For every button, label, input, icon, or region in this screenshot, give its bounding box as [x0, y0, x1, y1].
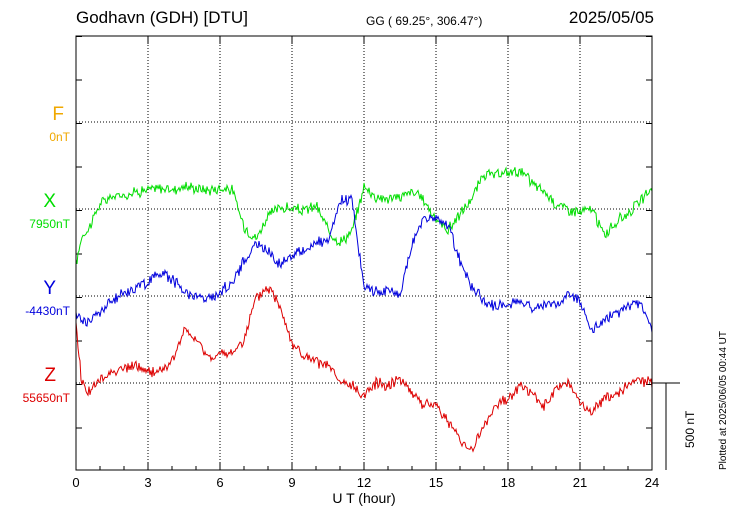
station-title: Godhavn (GDH) [DTU] [76, 8, 248, 27]
traces [75, 166, 653, 453]
x-tick-label: 6 [216, 475, 223, 490]
component-y-letter: Y [43, 278, 56, 299]
scale-bar-label: 500 nT [683, 410, 697, 448]
scale-bar [652, 382, 680, 470]
component-f-letter: F [52, 104, 64, 125]
trace-x [75, 166, 653, 265]
x-tick-label: 9 [288, 475, 295, 490]
x-axis: 0 3 6 9 12 15 18 21 24 [72, 36, 659, 490]
plot-date: 2025/05/05 [568, 8, 654, 27]
trace-y [75, 194, 653, 333]
component-z-baseline: 55650nT [22, 391, 70, 405]
x-tick-label: 21 [573, 475, 587, 490]
x-tick-label: 12 [357, 475, 371, 490]
x-tick-label: 15 [429, 475, 443, 490]
plotted-timestamp: Plotted at 2025/06/05 00:44 UT [718, 331, 729, 470]
component-f-baseline: 0nT [49, 130, 70, 144]
x-tick-label: 0 [72, 475, 79, 490]
trace-z [75, 286, 653, 453]
x-tick-label: 24 [645, 475, 659, 490]
component-x-letter: X [43, 191, 56, 212]
component-x-baseline: 7950nT [29, 217, 70, 231]
grid [76, 36, 652, 470]
station-coordinates: GG ( 69.25°, 306.47°) [366, 14, 483, 28]
x-tick-label: 3 [144, 475, 151, 490]
x-tick-label: 18 [501, 475, 515, 490]
component-y-baseline: -4430nT [25, 304, 70, 318]
x-axis-label: U T (hour) [332, 490, 396, 506]
component-z-letter: Z [44, 365, 56, 386]
